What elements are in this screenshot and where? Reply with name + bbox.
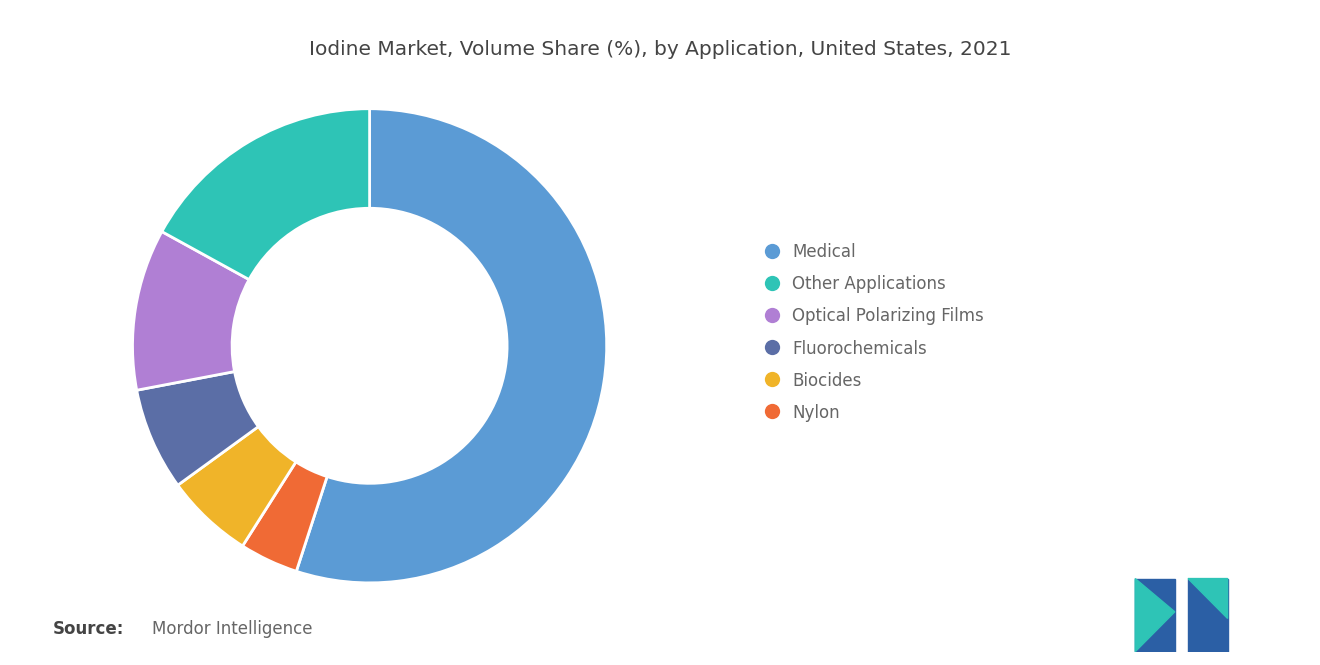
Polygon shape <box>1135 579 1175 652</box>
Wedge shape <box>178 427 296 546</box>
Wedge shape <box>137 372 259 485</box>
Polygon shape <box>1188 579 1228 618</box>
Text: Iodine Market, Volume Share (%), by Application, United States, 2021: Iodine Market, Volume Share (%), by Appl… <box>309 40 1011 59</box>
Wedge shape <box>296 108 607 583</box>
Polygon shape <box>1188 579 1228 652</box>
Legend: Medical, Other Applications, Optical Polarizing Films, Fluorochemicals, Biocides: Medical, Other Applications, Optical Pol… <box>760 238 989 427</box>
Wedge shape <box>132 231 249 390</box>
Polygon shape <box>1135 579 1175 652</box>
Text: Mordor Intelligence: Mordor Intelligence <box>152 620 313 638</box>
Wedge shape <box>243 462 327 571</box>
Text: Source:: Source: <box>53 620 124 638</box>
Wedge shape <box>162 108 370 279</box>
